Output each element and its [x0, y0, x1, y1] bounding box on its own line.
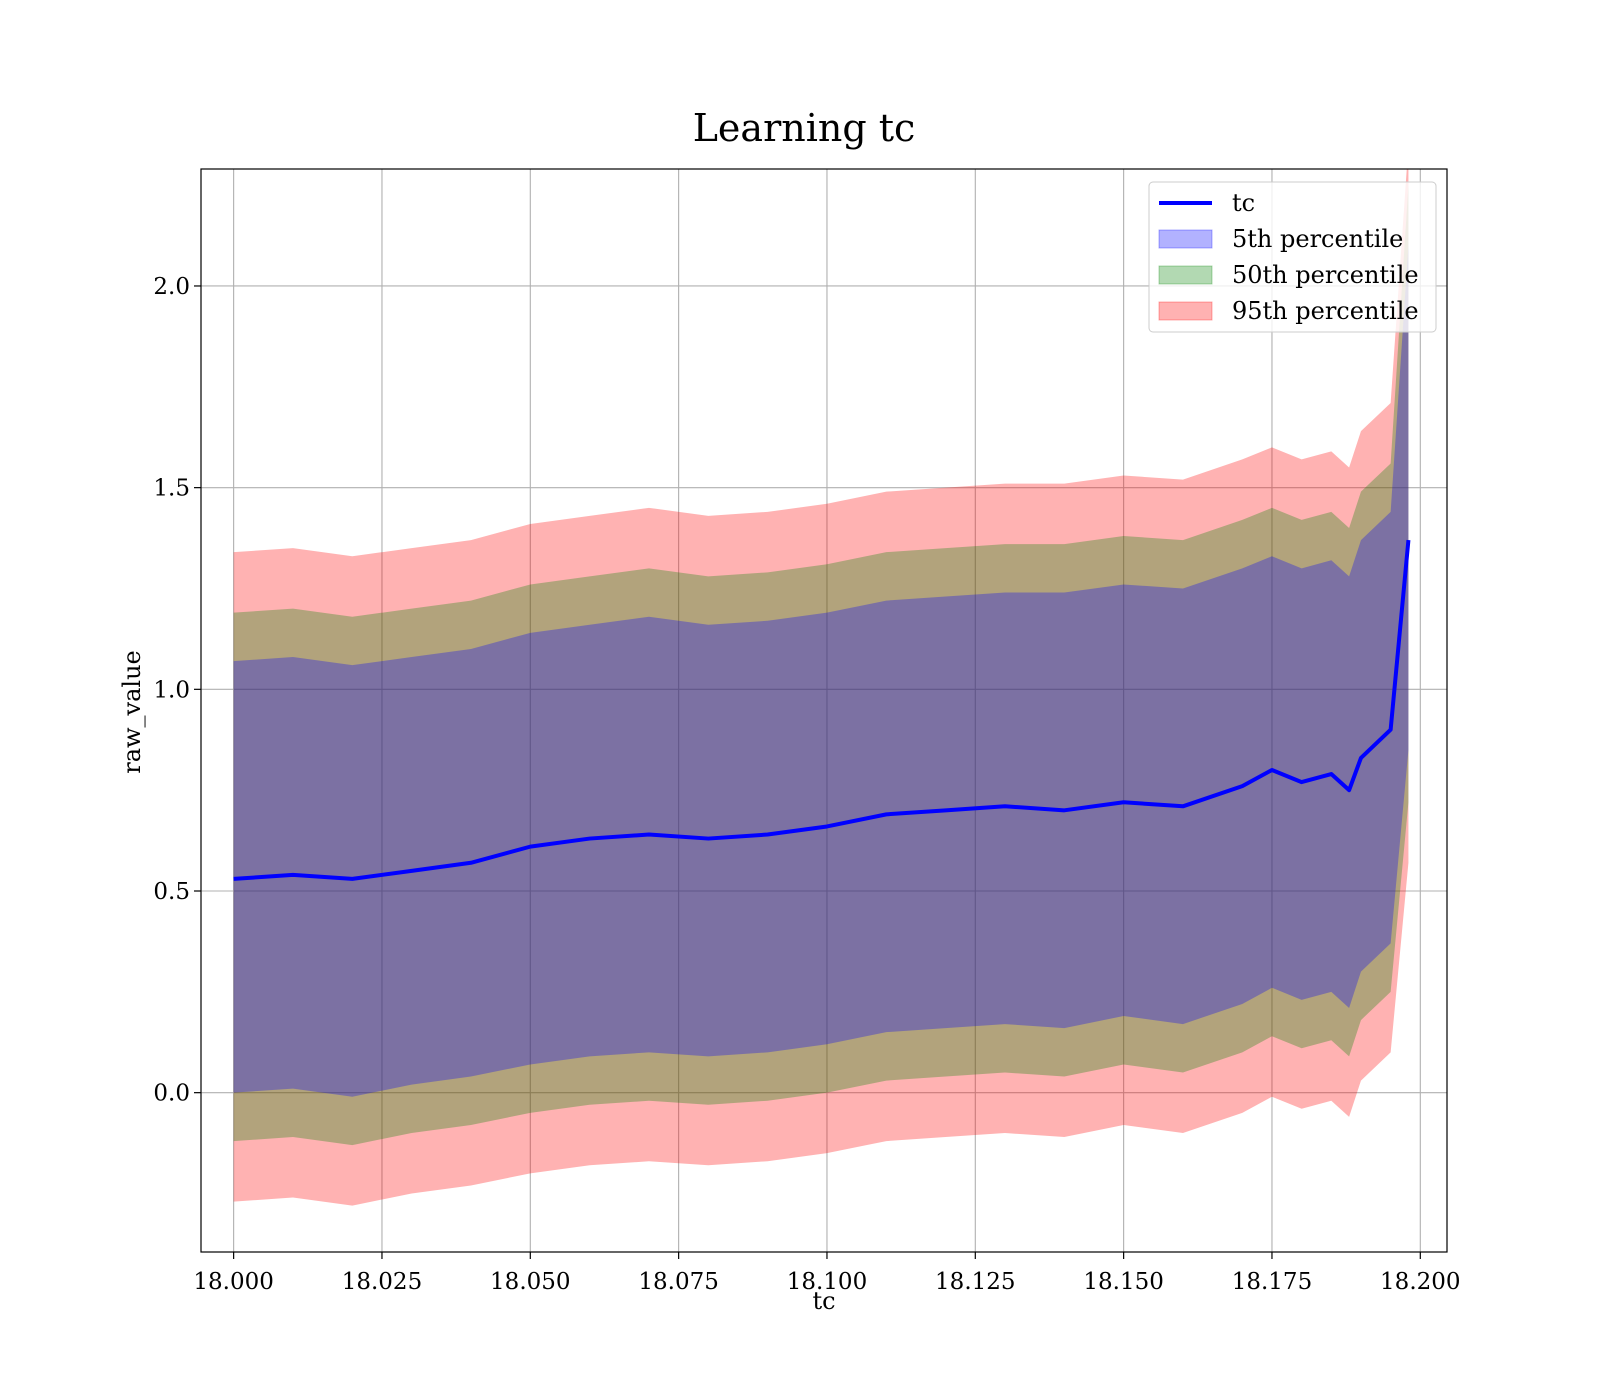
y-axis-label: raw_value	[118, 650, 146, 774]
legend: tc 5th percentile 50th percentile 95th perc…	[1148, 181, 1437, 333]
x-tick-label: 18.075	[638, 1269, 718, 1295]
y-tick-label: 1.5	[153, 476, 190, 502]
plot-frame	[200, 168, 1448, 1253]
legend-swatch-5th-percentile	[1158, 229, 1213, 249]
y-axis-ticks: 0.0 0.5 1.0 1.5 2.0	[153, 274, 201, 1107]
legend-label-95th-percentile: 95th percentile	[1232, 297, 1419, 325]
percentile-bands	[233, 169, 1409, 1206]
legend-swatch-50th-percentile	[1158, 265, 1213, 285]
x-axis-label: tc	[812, 1287, 835, 1315]
x-tick-label: 18.175	[1232, 1269, 1312, 1295]
x-tick-label: 18.000	[193, 1269, 273, 1295]
series-lines	[233, 539, 1411, 881]
chart-title: Learning tc	[693, 106, 916, 150]
band-50th-percentile	[233, 185, 1409, 1146]
y-tick-label: 0.5	[153, 879, 190, 905]
x-axis-ticks: 18.000 18.025 18.050 18.075 18.100 18.125 18.1…	[193, 1252, 1461, 1295]
y-tick-label: 2.0	[153, 274, 190, 300]
band-5th-percentile	[233, 245, 1409, 1097]
x-tick-label: 18.125	[935, 1269, 1015, 1295]
legend-label-50th-percentile: 50th percentile	[1232, 261, 1419, 289]
x-tick-label: 18.025	[342, 1269, 422, 1295]
line-tc	[233, 539, 1411, 881]
x-tick-label: 18.050	[490, 1269, 570, 1295]
legend-box	[1148, 181, 1437, 333]
x-tick-label: 18.100	[787, 1269, 867, 1295]
y-tick-label: 0.0	[153, 1081, 190, 1107]
legend-label-tc: tc	[1232, 189, 1255, 217]
y-tick-label: 1.0	[153, 677, 190, 703]
legend-label-5th-percentile: 5th percentile	[1232, 225, 1403, 253]
x-tick-label: 18.150	[1083, 1269, 1163, 1295]
band-95th-percentile	[233, 169, 1409, 1206]
x-tick-label: 18.200	[1380, 1269, 1460, 1295]
legend-swatch-95th-percentile	[1158, 301, 1213, 321]
